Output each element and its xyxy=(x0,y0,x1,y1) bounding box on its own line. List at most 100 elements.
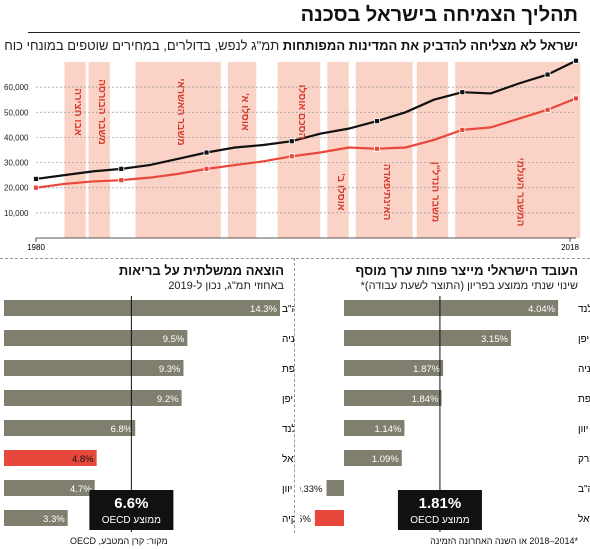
data-point xyxy=(33,176,39,182)
category-label: טורקיה xyxy=(282,514,294,525)
data-point xyxy=(118,165,125,172)
y-tick-label: 50,000 xyxy=(4,108,29,117)
gdp-line-chart: 10,000 20,000 30,000 40,000 50,000 60,000 1980… xyxy=(4,57,581,252)
value-label: −0.33% xyxy=(300,484,323,495)
data-point xyxy=(573,57,579,64)
value-label: 14.3% xyxy=(250,304,277,315)
category-label: גרמניה xyxy=(282,334,294,345)
value-label: 1.84% xyxy=(412,394,439,405)
bar xyxy=(4,390,182,406)
value-label: 3.15% xyxy=(481,334,508,345)
period-label: המשבר העולמי xyxy=(515,158,527,227)
source-note: מקור: קרן המטבע, OECD xyxy=(70,536,168,546)
data-point xyxy=(573,95,579,102)
bar xyxy=(4,480,95,496)
panel-divider xyxy=(294,258,295,533)
page-title: תהליך הצמיחה בישראל בסכנה xyxy=(300,4,578,26)
bar xyxy=(4,330,188,346)
category-label: ארה"ב xyxy=(578,484,590,495)
data-point xyxy=(203,149,210,156)
data-point xyxy=(459,126,466,133)
reference-value: 6.6% xyxy=(114,495,148,512)
category-label: יוון xyxy=(578,424,588,435)
data-point xyxy=(203,165,210,172)
category-label: צרפת xyxy=(282,364,294,375)
reference-caption: ממוצע OECD xyxy=(102,515,161,526)
title-rule xyxy=(28,32,580,33)
category-label: יפן xyxy=(282,394,293,405)
category-label: ארה"ב xyxy=(282,304,294,315)
bar xyxy=(326,480,344,496)
category-label: יפן xyxy=(578,334,589,345)
category-label: יוון xyxy=(282,484,292,495)
shaded-period xyxy=(64,62,86,238)
value-label: 6.8% xyxy=(111,424,133,435)
category-label: צרפת xyxy=(578,394,590,405)
y-tick-label: 20,000 xyxy=(4,184,29,193)
value-label: 3.3% xyxy=(43,514,65,525)
value-label: 1.09% xyxy=(372,454,399,465)
shaded-period xyxy=(277,62,321,238)
bar xyxy=(4,420,136,436)
productivity-subtitle: שינוי שנתי ממוצע בפריון (התוצר לשעת עבוד… xyxy=(360,280,578,292)
value-label: 1.14% xyxy=(374,424,401,435)
chart-subtitle: ישראל לא מצליחה להדביק את המדינות המפותח… xyxy=(0,38,578,53)
shaded-period xyxy=(416,62,449,238)
data-point xyxy=(33,184,39,191)
value-label: 4.7% xyxy=(70,484,92,495)
reference-caption: ממוצע OECD xyxy=(410,515,469,526)
data-point xyxy=(118,177,125,184)
data-point xyxy=(374,145,380,152)
subtitle-bold: ישראל לא מצליחה להדביק את המדינות המפותח… xyxy=(282,38,578,53)
y-tick-label: 60,000 xyxy=(4,83,29,92)
data-point xyxy=(374,118,380,124)
category-label: פינלנד xyxy=(282,423,294,435)
data-point xyxy=(544,71,551,78)
value-label: 9.2% xyxy=(157,394,179,405)
category-label: ישראל xyxy=(578,513,590,525)
y-tick-label: 30,000 xyxy=(4,159,29,168)
value-label: 9.3% xyxy=(159,364,181,375)
period-label: האינתיפאדה xyxy=(381,164,392,221)
period-label: אוסלו א' xyxy=(239,93,251,131)
period-label: הסכם אוסלו xyxy=(296,85,308,140)
period-label: אבו חצירה xyxy=(72,88,83,136)
value-label: 4.04% xyxy=(528,304,555,315)
data-point xyxy=(544,106,551,113)
period-label: משבר האשראי xyxy=(175,78,186,145)
bar xyxy=(4,300,280,316)
period-label: משבר הבורסה xyxy=(96,79,107,144)
bar xyxy=(4,360,184,376)
footnote: *2014–2018 או השנה האחרונה הזמינה xyxy=(430,536,578,546)
bar xyxy=(344,390,442,406)
reference-box xyxy=(397,490,482,530)
bar xyxy=(344,330,511,346)
section-divider xyxy=(0,258,590,259)
category-label: פינלנד xyxy=(578,303,590,315)
period-label: משבר הנדל"ן xyxy=(429,162,441,223)
health-title: הוצאה ממשלתית על בריאות xyxy=(118,263,284,278)
bar xyxy=(344,420,405,436)
data-point xyxy=(288,138,295,145)
value-label: 9.5% xyxy=(163,334,185,345)
bar xyxy=(4,510,68,526)
value-label: 4.8% xyxy=(72,454,94,465)
bar xyxy=(344,450,402,466)
shaded-period xyxy=(455,62,581,238)
reference-value: 1.81% xyxy=(419,495,462,512)
category-label: דנמרק xyxy=(578,454,590,465)
data-point xyxy=(288,153,295,160)
bar xyxy=(344,300,559,316)
x-tick-label: 1980 xyxy=(27,243,45,252)
shaded-period xyxy=(227,62,257,238)
category-label: גרמניה xyxy=(578,364,590,375)
productivity-bar-chart: פינלנד 4.04% יפן 3.15% גרמניה 1.87% צרפת 1.84% י… xyxy=(300,296,590,532)
shaded-period xyxy=(88,62,110,238)
health-bar-chart: ארה"ב 14.3% גרמניה 9.5% צרפת 9.3% יפן 9.2% פינלנ… xyxy=(4,296,294,532)
value-label: −0.55% xyxy=(300,514,311,525)
bar xyxy=(344,360,444,376)
value-label: 1.87% xyxy=(413,364,440,375)
series-line xyxy=(35,59,577,181)
y-tick-label: 10,000 xyxy=(4,209,29,218)
period-label: אוסלו ב' xyxy=(335,173,347,210)
